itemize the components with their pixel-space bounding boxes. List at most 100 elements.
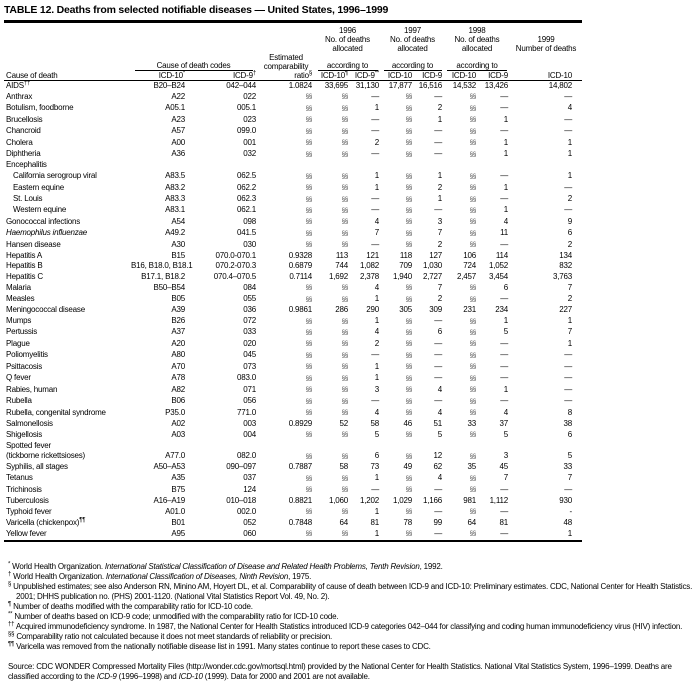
deaths-1997-icd10-value: §§ xyxy=(405,128,412,135)
icd9-code-cell: 002.0 xyxy=(187,506,258,517)
icd10-code-value: B05 xyxy=(171,294,185,304)
icd10-header: ICD-10 xyxy=(158,71,183,80)
deaths-1996-icd10-value: §§ xyxy=(341,196,348,203)
deaths-1997-icd9-cell: — xyxy=(414,205,444,216)
footnote-mark: * xyxy=(182,70,185,77)
deaths-1998-icd9-cell: — xyxy=(478,126,510,137)
table-row: Rubella B06 056 §§ §§ — §§ — §§ — — xyxy=(4,396,582,407)
icd9-code-cell: 004 xyxy=(187,429,258,440)
icd9-code-cell: 045 xyxy=(187,350,258,361)
deaths-1998-icd10-value: §§ xyxy=(469,151,476,158)
cause-cell: Western equine xyxy=(4,205,129,216)
deaths-1998-icd10-value: §§ xyxy=(469,230,476,237)
deaths-1997-icd10-value: §§ xyxy=(405,398,412,405)
deaths-1996-icd9-value: 3 xyxy=(374,384,379,394)
icd10-code-value: B17.1, B18.2 xyxy=(141,271,185,281)
comparability-ratio-cell: §§ xyxy=(258,384,314,395)
deaths-1998-icd9-value: — xyxy=(500,506,508,516)
icd9-code-value: 004 xyxy=(243,429,256,439)
table-row: Poliomyelitis A80 045 §§ §§ — §§ — §§ — — xyxy=(4,350,582,361)
deaths-1998-icd10-value: §§ xyxy=(469,173,476,180)
comparability-ratio-value: §§ xyxy=(305,151,312,158)
cause-value: Meningococcal disease xyxy=(6,305,85,315)
icd10-1998-header: ICD-10 xyxy=(451,71,476,80)
icd10-code-value: A36 xyxy=(171,149,185,159)
deaths-1999-icd10-cell: — xyxy=(510,396,582,407)
comparability-ratio-value: 1.0824 xyxy=(288,81,312,90)
table-body: AIDS†† B20–B24 042–044 1.0824 33,695 31,130 17… xyxy=(4,80,582,541)
icd9-code-value: 072 xyxy=(243,316,256,326)
deaths-1998-icd10-cell: §§ xyxy=(444,216,478,227)
deaths-1999-icd10-cell: 9 xyxy=(510,216,582,227)
icd9-code-value: 771.0 xyxy=(236,407,256,417)
deaths-1996-icd9-cell: 7 xyxy=(350,228,381,239)
deaths-1997-icd9-cell: 16,516 xyxy=(414,81,444,92)
icd10-code-cell: A05.1 xyxy=(129,103,187,114)
comparability-ratio-value: 0.8929 xyxy=(288,418,312,428)
deaths-1997-icd10-cell: §§ xyxy=(381,316,414,327)
icd9-code-value: 023 xyxy=(243,114,256,124)
deaths-1996-icd10-value: §§ xyxy=(341,398,348,405)
icd9-code-cell: 041.5 xyxy=(187,228,258,239)
table-row: Chancroid A57 099.0 §§ §§ — §§ — §§ — — xyxy=(4,126,582,137)
cause-cell: Mumps xyxy=(4,316,129,327)
comparability-ratio-value: 0.6879 xyxy=(288,261,312,271)
icd9-code-cell: 030 xyxy=(187,239,258,250)
ratio-header: ratio xyxy=(294,71,309,80)
deaths-1998-icd9-cell: — xyxy=(478,350,510,361)
comparability-ratio-value: §§ xyxy=(305,285,312,292)
icd10-code-cell: A50–A53 xyxy=(129,462,187,472)
deaths-1996-icd10-value: §§ xyxy=(341,318,348,325)
deaths-1996-icd9-value: 5 xyxy=(374,429,379,439)
deaths-1997-icd10-value: §§ xyxy=(405,341,412,348)
footnote-mark: § xyxy=(8,581,12,588)
deaths-1998-icd9-value: 13,426 xyxy=(484,81,508,90)
table-row: Eastern equine A83.2 062.2 §§ §§ 1 §§ 2 §§ 1 — xyxy=(4,182,582,193)
icd9-code-value: 124 xyxy=(243,484,256,494)
deaths-1996-icd10-cell: §§ xyxy=(314,473,350,484)
deaths-1996-icd9-value: — xyxy=(371,114,379,124)
icd10-code-cell: A83.1 xyxy=(129,205,187,216)
footnote-mark: * xyxy=(8,561,11,568)
deaths-1997-icd10-value: 1,029 xyxy=(392,495,412,505)
deaths-1996-icd9-value: 1 xyxy=(374,528,379,538)
deaths-1999-icd10-value: 6 xyxy=(567,429,572,439)
deaths-1999-icd10-cell: 5 xyxy=(510,451,582,462)
cause-value: Gonococcal infections xyxy=(6,216,81,226)
icd9-code-value: 055 xyxy=(243,294,256,304)
deaths-1998-icd9-cell: — xyxy=(478,294,510,305)
table-row: Varicella (chickenpox)¶¶ B01 052 0.7848 64 81… xyxy=(4,517,582,528)
year-1998: 1998 xyxy=(468,26,486,35)
deaths-1998-icd10-cell: §§ xyxy=(444,205,478,216)
cause-value: Trichinosis xyxy=(6,484,42,494)
footnote-mark: †† xyxy=(23,80,31,87)
icd9-code-cell: 060 xyxy=(187,528,258,540)
icd9-code-value: 032 xyxy=(243,149,256,159)
deaths-1998-icd10-value: §§ xyxy=(469,140,476,147)
cause-cell: Typhoid fever xyxy=(4,506,129,517)
icd9-code-cell: 070.2-070.3 xyxy=(187,261,258,271)
cause-value: California serogroup viral xyxy=(13,171,97,181)
cause-value: Mumps xyxy=(6,316,32,326)
comparability-ratio-cell: §§ xyxy=(258,451,314,462)
table-row: Trichinosis B75 124 §§ §§ — §§ — §§ — — xyxy=(4,484,582,495)
table-row: AIDS†† B20–B24 042–044 1.0824 33,695 31,130 17… xyxy=(4,80,582,92)
cause-cell: Poliomyelitis xyxy=(4,350,129,361)
deaths-1997-icd9-value: — xyxy=(434,338,442,348)
deaths-1996-icd10-value: 52 xyxy=(339,418,349,428)
deaths-1998-icd10-cell: §§ xyxy=(444,182,478,193)
cause-value: (tickborne rickettsioses) xyxy=(6,451,86,461)
comparability-ratio-cell: §§ xyxy=(258,149,314,160)
deaths-1999-icd10-cell: 7 xyxy=(510,282,582,293)
deaths-1997-icd9-cell: 2,727 xyxy=(414,272,444,282)
deaths-1996-icd9-value: — xyxy=(371,350,379,360)
cause-value: Hepatitis A xyxy=(6,250,43,260)
icd10-code-value: B20–B24 xyxy=(153,81,185,90)
deaths-1998-icd9-value: — xyxy=(500,294,508,304)
table-row: Anthrax A22 022 §§ §§ — §§ — §§ — — xyxy=(4,91,582,102)
table-row: Hansen disease A30 030 §§ §§ — §§ 2 §§ — 2 xyxy=(4,239,582,250)
deaths-1996-icd9-cell: 3 xyxy=(350,384,381,395)
deaths-1998-icd9-cell: — xyxy=(478,396,510,407)
comparability-ratio-cell: §§ xyxy=(258,484,314,495)
deaths-1996-icd10-cell: 744 xyxy=(314,261,350,271)
